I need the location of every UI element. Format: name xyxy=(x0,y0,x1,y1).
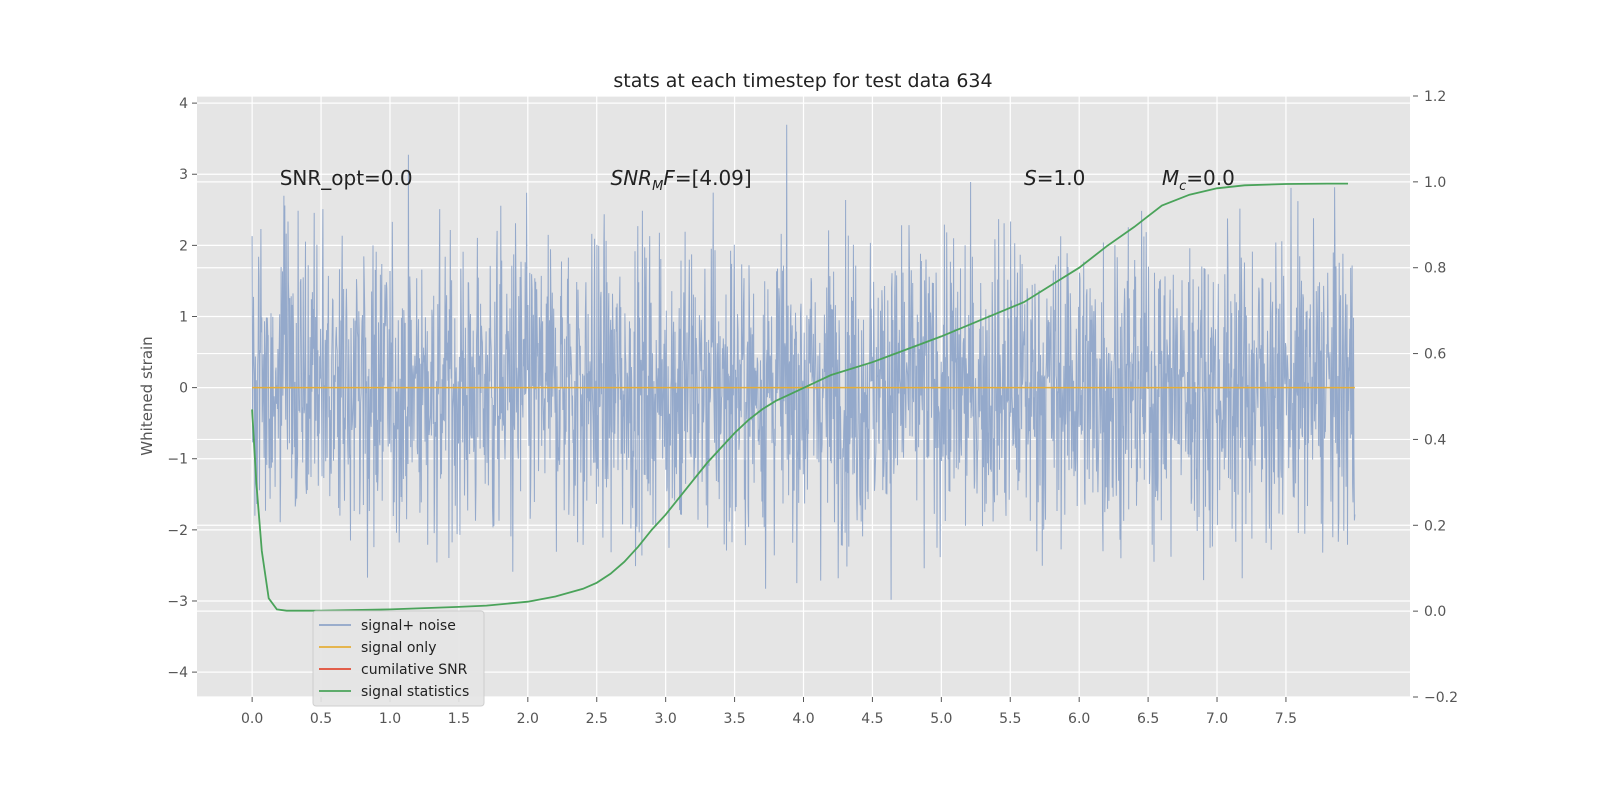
x-tick-label-14: 7.0 xyxy=(1206,711,1228,727)
x-tick-label-5: 2.5 xyxy=(586,711,608,727)
x-tick-label-15: 7.5 xyxy=(1275,711,1297,727)
y2-tick-label-5: 0.2 xyxy=(1424,518,1446,534)
y2-tick-label-2: 0.8 xyxy=(1424,261,1446,277)
chart-title: stats at each timestep for test data 634 xyxy=(613,70,992,92)
y-axis-label: Whitened strain xyxy=(138,336,156,455)
annotation-snr-mf: SNRMF=[4.09] xyxy=(611,166,752,194)
x-tick-label-12: 6.0 xyxy=(1068,711,1090,727)
x-tick-label-11: 5.5 xyxy=(999,711,1021,727)
annotation-mc-value: Mc=0.0 xyxy=(1162,166,1235,194)
series-line-signal-noise xyxy=(251,124,1356,600)
y2-tick-label-1: 1.0 xyxy=(1424,175,1446,191)
legend-label-signal-only: signal only xyxy=(361,640,436,656)
x-tick-label-9: 4.5 xyxy=(861,711,883,727)
x-tick-label-13: 6.5 xyxy=(1137,711,1159,727)
x-tick-label-1: 0.5 xyxy=(310,711,332,727)
series-signal-noise xyxy=(251,124,1356,600)
y2-tick-label-3: 0.6 xyxy=(1424,347,1446,363)
legend-label-signal-statistics: signal statistics xyxy=(361,684,469,700)
series-line-signal-statistics xyxy=(251,182,1348,612)
annotations: SNR_opt=0.0 SNRMF=[4.09] S=1.0 Mc=0.0 xyxy=(280,166,1235,194)
y2-tick-label-4: 0.4 xyxy=(1424,432,1446,448)
x-tick-label-2: 1.0 xyxy=(379,711,401,727)
y-tick-label-0: 4 xyxy=(179,96,188,112)
annotation-snr-opt: SNR_opt=0.0 xyxy=(280,166,413,190)
legend-label-signal-noise: signal+ noise xyxy=(361,618,456,634)
annotation-s-value: S=1.0 xyxy=(1024,166,1085,190)
y-tick-label-3: 1 xyxy=(179,309,188,325)
x-tick-label-7: 3.5 xyxy=(723,711,745,727)
y-tick-label-1: 3 xyxy=(179,167,188,183)
legend-box xyxy=(312,610,485,707)
x-tick-label-3: 1.5 xyxy=(448,711,470,727)
y-tick-label-4: 0 xyxy=(179,381,188,397)
y-tick-label-8: −4 xyxy=(167,665,188,681)
legend: signal+ noise signal only cumilative SNR si… xyxy=(312,610,485,707)
x-tick-label-4: 2.0 xyxy=(517,711,539,727)
y-tick-label-5: −1 xyxy=(167,452,188,468)
y-axis-ticks: 4 3 2 1 0 −1 −2 −3 −4 xyxy=(167,96,197,681)
y2-tick-label-7: −0.2 xyxy=(1424,690,1458,706)
y2-tick-label-6: 0.0 xyxy=(1424,604,1446,620)
x-tick-label-8: 4.0 xyxy=(792,711,814,727)
y-tick-label-2: 2 xyxy=(179,238,188,254)
y-tick-label-7: −3 xyxy=(167,594,188,610)
x-tick-label-6: 3.0 xyxy=(655,711,677,727)
x-tick-label-0: 0.0 xyxy=(241,711,263,727)
y2-tick-label-0: 1.2 xyxy=(1424,89,1446,105)
legend-label-cumilative-snr: cumilative SNR xyxy=(361,662,468,678)
series-lines xyxy=(251,182,1355,612)
x-axis-ticks: 0.0 0.5 1.0 1.5 2.0 2.5 3.0 3.5 4.0 4.5 5.0 5.5 6.0 6… xyxy=(241,697,1297,727)
y2-axis-ticks: 1.2 1.0 0.8 0.6 0.4 0.2 0.0 −0.2 xyxy=(1413,89,1458,706)
y-tick-label-6: −2 xyxy=(167,523,188,539)
x-tick-label-10: 5.0 xyxy=(930,711,952,727)
